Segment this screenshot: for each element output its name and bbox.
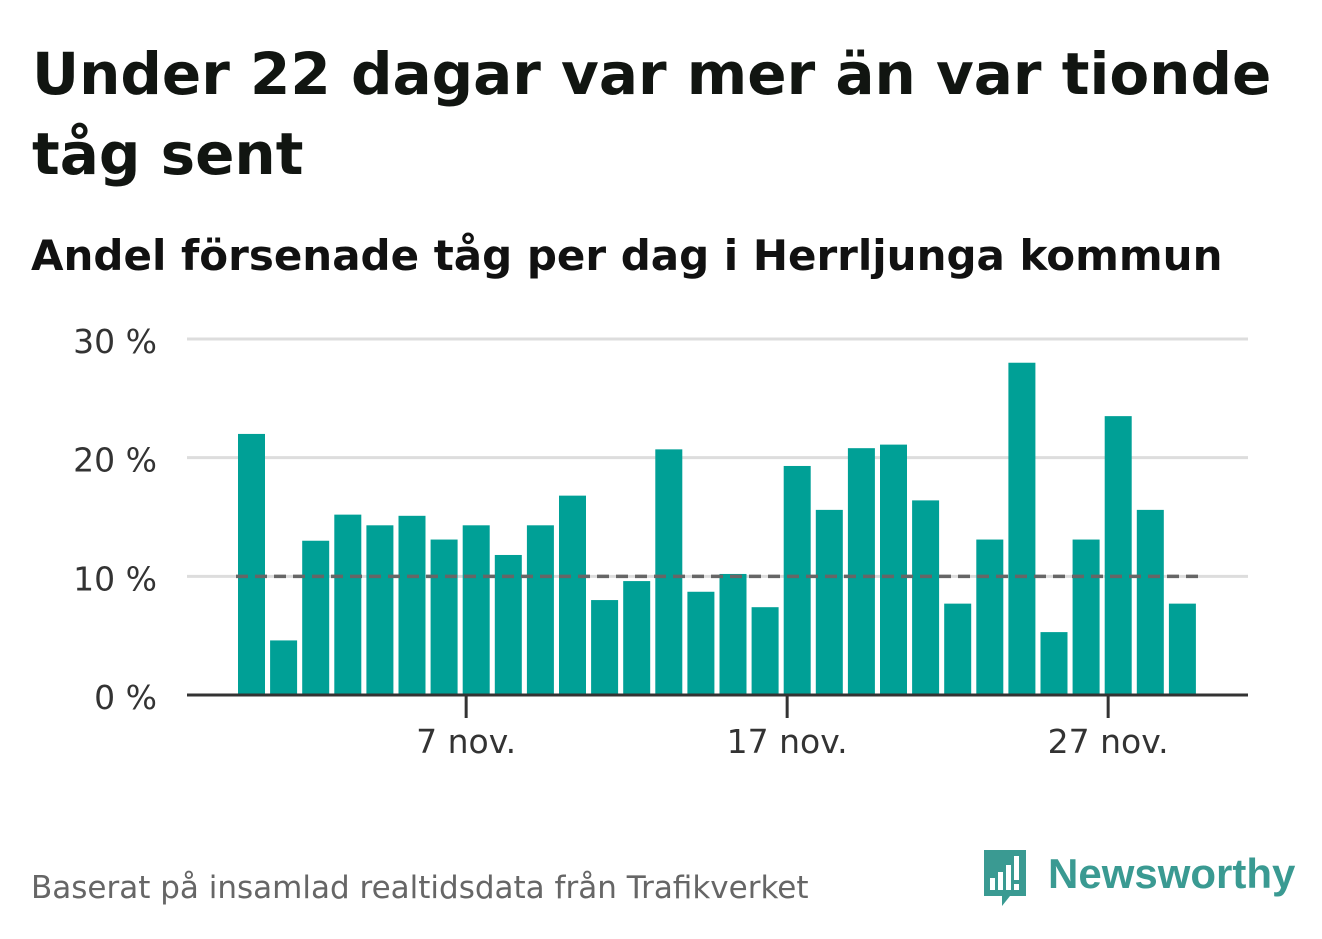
brand-name: Newsworthy: [1048, 850, 1296, 897]
bar: [880, 444, 907, 695]
bar: [1040, 632, 1068, 695]
bar: [623, 581, 651, 695]
bar: [462, 525, 490, 695]
bar: [719, 573, 747, 695]
bar: [430, 539, 458, 695]
y-tick-label: 20 %: [73, 441, 157, 480]
brand: Newsworthy: [980, 846, 1295, 910]
bar: [591, 600, 619, 695]
bar: [1168, 603, 1196, 695]
bar: [494, 554, 522, 695]
source-footnote: Baserat på insamlad realtidsdata från Tr…: [31, 870, 809, 906]
bar: [238, 433, 265, 695]
bar-chart-speech-bubble-icon: [984, 850, 1026, 906]
bar: [270, 640, 298, 695]
bar: [334, 514, 362, 695]
y-tick-label: 0 %: [94, 678, 157, 717]
bar: [847, 448, 875, 695]
x-tick-label: 27 nov.: [1048, 722, 1169, 761]
bar: [302, 540, 330, 695]
x-tick-label: 7 nov.: [416, 722, 516, 761]
chart-subtitle: Andel försenade tåg per dag i Herrljunga…: [31, 231, 1223, 280]
bar: [398, 515, 426, 695]
bar: [1072, 539, 1100, 695]
bar: [366, 525, 394, 695]
bar: [815, 509, 843, 695]
y-tick-label: 10 %: [73, 559, 157, 598]
x-tick-label: 17 nov.: [727, 722, 848, 761]
bar: [783, 465, 811, 695]
bar: [1136, 509, 1164, 695]
bar: [976, 539, 1004, 695]
bar: [526, 525, 554, 695]
bar: [944, 603, 972, 695]
bar: [559, 495, 586, 695]
bar: [1104, 416, 1132, 695]
bar: [1008, 362, 1036, 695]
y-tick-label: 30 %: [73, 322, 157, 361]
bar: [912, 500, 940, 695]
chart-title: Under 22 dagar var mer än var tionde tåg…: [32, 40, 1272, 188]
bar: [687, 591, 715, 695]
bar-chart: 0 % 10 % 20 % 30 % 7 nov. 17 nov. 27 nov.: [73, 322, 1248, 761]
bar: [655, 449, 683, 695]
bar: [751, 607, 779, 695]
